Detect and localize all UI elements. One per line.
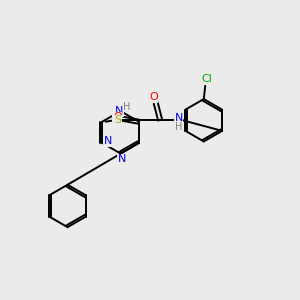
Text: O: O	[113, 112, 122, 122]
Text: N: N	[115, 106, 123, 116]
Text: H: H	[175, 122, 182, 132]
Text: H: H	[123, 102, 131, 112]
Text: S: S	[114, 115, 121, 125]
Text: N: N	[118, 154, 126, 164]
Text: N: N	[104, 136, 112, 146]
Text: N: N	[175, 113, 183, 123]
Text: Cl: Cl	[201, 74, 212, 84]
Text: O: O	[149, 92, 158, 102]
